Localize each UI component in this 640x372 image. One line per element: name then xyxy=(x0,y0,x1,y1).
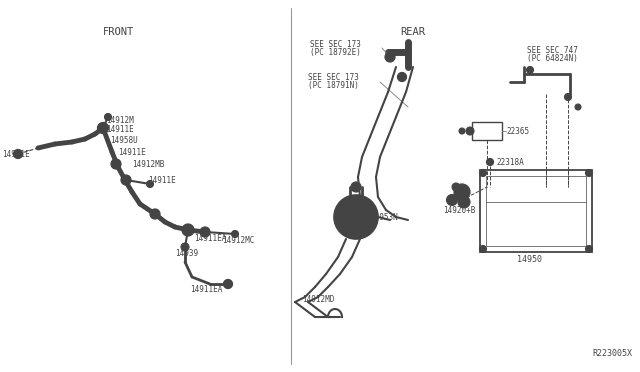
Bar xyxy=(480,170,592,252)
Text: 14911EA: 14911EA xyxy=(190,285,222,295)
Text: 14911EA: 14911EA xyxy=(194,234,227,243)
Circle shape xyxy=(111,159,121,169)
Circle shape xyxy=(458,196,470,208)
Circle shape xyxy=(586,170,593,176)
Circle shape xyxy=(13,150,22,158)
Text: (PC 18791N): (PC 18791N) xyxy=(308,80,359,90)
Text: 14911E: 14911E xyxy=(106,125,134,134)
Circle shape xyxy=(223,279,232,289)
Text: R223005X: R223005X xyxy=(592,350,632,359)
Circle shape xyxy=(452,183,460,191)
Text: SEE SEC 747: SEE SEC 747 xyxy=(527,45,578,55)
Text: FRONT: FRONT xyxy=(102,27,134,37)
Text: 14912MC: 14912MC xyxy=(222,235,254,244)
Bar xyxy=(486,176,586,246)
Circle shape xyxy=(459,128,465,134)
Text: REAR: REAR xyxy=(400,27,425,37)
Circle shape xyxy=(232,231,239,237)
Text: SEE SEC 173: SEE SEC 173 xyxy=(310,39,361,48)
Circle shape xyxy=(447,195,458,205)
Circle shape xyxy=(400,75,404,79)
Circle shape xyxy=(575,104,581,110)
Text: 14953N: 14953N xyxy=(370,212,397,221)
Circle shape xyxy=(341,202,371,232)
Circle shape xyxy=(351,182,361,192)
Circle shape xyxy=(334,195,378,239)
Text: 14958U: 14958U xyxy=(110,135,138,144)
Text: 14912MB: 14912MB xyxy=(132,160,164,169)
Circle shape xyxy=(147,180,154,187)
Text: 14912MD: 14912MD xyxy=(302,295,334,305)
Circle shape xyxy=(488,160,492,164)
Circle shape xyxy=(104,113,111,121)
Circle shape xyxy=(479,246,486,253)
Circle shape xyxy=(121,175,131,185)
Text: SEE SEC 173: SEE SEC 173 xyxy=(308,73,359,81)
Circle shape xyxy=(385,52,395,62)
Circle shape xyxy=(387,55,392,60)
Text: 22318A: 22318A xyxy=(496,157,524,167)
Text: 14911E: 14911E xyxy=(148,176,176,185)
Circle shape xyxy=(181,243,189,251)
Circle shape xyxy=(466,127,474,135)
Text: 14911E: 14911E xyxy=(118,148,146,157)
Text: 14911E: 14911E xyxy=(2,150,29,158)
Circle shape xyxy=(150,209,160,219)
Bar xyxy=(472,122,502,140)
Circle shape xyxy=(182,224,194,236)
Circle shape xyxy=(113,161,118,167)
Text: 14950: 14950 xyxy=(518,256,543,264)
Text: 14912M: 14912M xyxy=(106,115,134,125)
Circle shape xyxy=(397,73,406,81)
Circle shape xyxy=(454,184,470,200)
Circle shape xyxy=(586,246,593,253)
Circle shape xyxy=(479,170,486,176)
Circle shape xyxy=(200,227,210,237)
Text: (PC 64824N): (PC 64824N) xyxy=(527,54,578,62)
Text: 14939: 14939 xyxy=(175,250,198,259)
Circle shape xyxy=(97,122,109,134)
Circle shape xyxy=(527,67,534,74)
Circle shape xyxy=(564,93,572,100)
Circle shape xyxy=(486,158,493,166)
Text: 22365: 22365 xyxy=(506,126,529,135)
Circle shape xyxy=(202,230,207,234)
Text: (PC 18792E): (PC 18792E) xyxy=(310,48,361,57)
Text: 14920+B: 14920+B xyxy=(443,205,476,215)
